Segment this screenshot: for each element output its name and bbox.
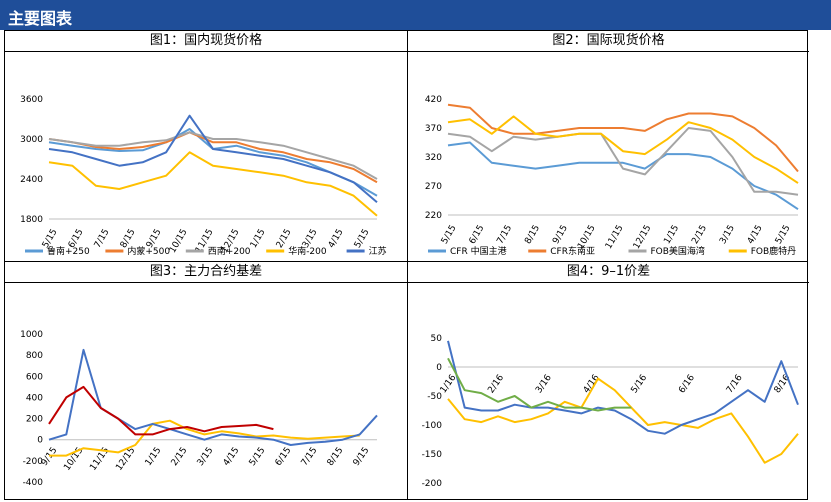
x-tick-label: 3/15 [718, 224, 737, 247]
y-tick-label: 1800 [20, 215, 43, 225]
chart-panel-4: 图4：9–1价差 -200 -150 -100 -50 0 50 1/16 2/16 3/16 4… [408, 262, 809, 501]
series-line [447, 357, 632, 412]
chart-grid: 图1：国内现货价格 1800 2400 3000 3600 5/15 6/15 7/15 8/… [4, 30, 809, 501]
y-tick-label: 1000 [20, 330, 43, 340]
series-line [48, 131, 378, 184]
y-tick-label: 200 [26, 415, 43, 425]
x-tick-label: 1/16 [439, 373, 459, 396]
x-tick-label: 6/15 [468, 224, 487, 247]
series-line [49, 419, 360, 457]
series-line [447, 377, 799, 464]
chart-title: 图3：主力合约基差 [5, 262, 407, 283]
x-tick-label: 4/15 [222, 446, 242, 468]
x-tick-label: 5/16 [630, 373, 650, 396]
x-tick-label: 4/15 [746, 224, 765, 247]
y-tick-label: 50 [431, 334, 443, 344]
x-tick-label: 3/15 [196, 446, 216, 468]
chart-title: 图2：国际现货价格 [408, 31, 809, 52]
y-tick-label: 420 [425, 95, 442, 105]
x-tick-label: 5/15 [774, 224, 793, 247]
legend-label: 西南+200 [208, 245, 251, 257]
y-tick-label: 3600 [20, 95, 43, 105]
legend-label: 内蒙+500 [127, 245, 170, 257]
y-tick-label: -200 [23, 457, 44, 467]
x-tick-label: 9/15 [352, 446, 372, 468]
x-tick-label: 1/15 [249, 228, 268, 251]
chart-4-svg: -200 -150 -100 -50 0 50 1/16 2/16 3/16 4/16 5/16 6/… [422, 334, 799, 489]
series-line [447, 115, 799, 184]
y-tick-label: 600 [26, 372, 43, 382]
legend-label: CFR东南亚 [550, 245, 595, 257]
x-tick-label: 7/15 [93, 228, 112, 251]
legend-label: FOB鹿特丹 [751, 245, 796, 257]
x-tick-label: 7/16 [725, 373, 745, 396]
x-tick-label: 3/16 [534, 373, 554, 396]
x-tick-label: 2/15 [170, 446, 190, 468]
y-tick-label: -200 [422, 479, 443, 489]
legend-label: 江苏 [369, 245, 387, 257]
y-tick-label: 370 [425, 124, 442, 134]
x-tick-label: 8/15 [523, 224, 542, 247]
series-line [447, 103, 799, 173]
x-tick-label: 2/16 [486, 373, 506, 396]
y-tick-label: 320 [425, 153, 442, 163]
legend-label: FOB美国海湾 [651, 245, 705, 257]
series-line [447, 127, 799, 196]
series-line [48, 131, 378, 180]
x-tick-label: 11/15 [604, 224, 626, 251]
chart-panel-1: 图1：国内现货价格 1800 2400 3000 3600 5/15 6/15 7/15 8/… [5, 31, 407, 261]
y-tick-label: 400 [26, 393, 43, 403]
y-tick-label: 800 [26, 351, 43, 361]
y-tick-label: -400 [23, 478, 44, 488]
x-tick-label: 1/15 [662, 224, 681, 247]
x-tick-label: 6/15 [274, 446, 294, 468]
x-tick-label: 7/15 [300, 446, 320, 468]
y-tick-label: -100 [422, 421, 443, 431]
y-tick-label: 3000 [20, 135, 43, 145]
chart-title: 图1：国内现货价格 [5, 31, 407, 52]
x-tick-label: 2/15 [690, 224, 709, 247]
chart-panel-3: 图3：主力合约基差 -400 -200 0 200 400 600 800 1000 9/15 1… [5, 262, 407, 501]
x-tick-label: 1/15 [144, 446, 164, 468]
x-tick-label: 4/15 [327, 228, 346, 251]
section-header: 主要图表 [0, 0, 831, 30]
series-line [48, 151, 378, 217]
y-tick-label: 2400 [20, 175, 43, 185]
x-tick-label: 4/16 [582, 373, 602, 396]
y-tick-label: -50 [427, 392, 442, 402]
x-tick-label: 8/15 [326, 446, 346, 468]
x-tick-label: 9/15 [40, 446, 60, 468]
x-tick-label: 5/15 [248, 446, 268, 468]
x-tick-label: 5/15 [440, 224, 459, 247]
y-tick-label: 270 [425, 182, 442, 192]
y-tick-label: 0 [436, 363, 442, 373]
x-tick-label: 7/15 [495, 224, 514, 247]
y-tick-label: -150 [422, 450, 443, 460]
series-line [48, 348, 378, 446]
legend-label: 华南-200 [288, 245, 327, 257]
series-line [48, 385, 274, 436]
chart-panel-2: 图2：国际现货价格 220 270 320 370 420 5/15 6/15 7/15 8/1… [408, 31, 809, 261]
x-tick-label: 9/15 [551, 224, 570, 247]
series-line [447, 141, 799, 211]
legend-label: 鲁南+250 [47, 245, 90, 257]
series-line [48, 114, 378, 204]
y-tick-label: 220 [425, 211, 442, 221]
series-line [447, 340, 799, 435]
legend-label: CFR 中国主港 [450, 245, 507, 257]
x-tick-label: 6/16 [677, 373, 697, 396]
section-title: 主要图表 [8, 9, 73, 28]
y-tick-label: 0 [37, 436, 43, 446]
chart-title: 图4：9–1价差 [408, 262, 809, 283]
